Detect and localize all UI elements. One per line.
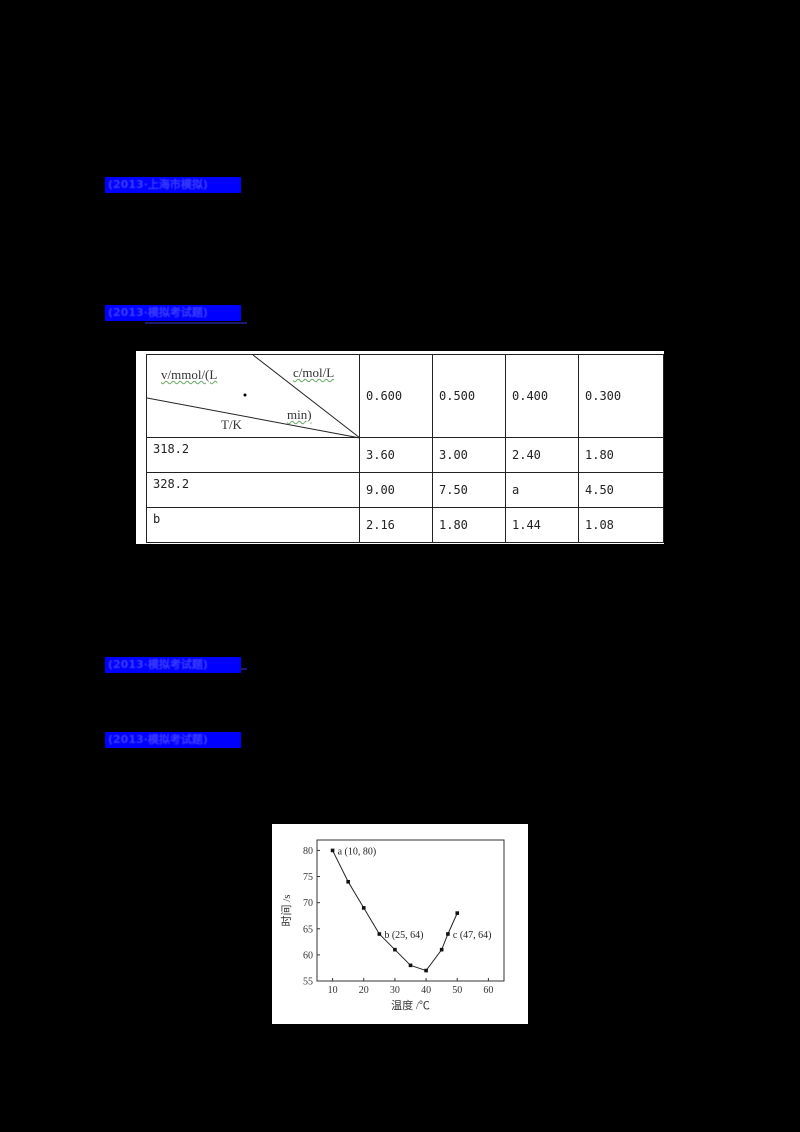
table-row: 328.2 9.00 7.50 a 4.50 [146, 472, 664, 508]
diagonal-header-cell: v/mmol/(L c/mol/L min) T/K [146, 354, 361, 439]
table-cell: 3.00 [432, 437, 506, 473]
source-tag-2[interactable]: (2013·模拟考试题) [105, 305, 241, 321]
table-cell: 7.50 [432, 472, 506, 508]
x-tick-label: 20 [359, 985, 369, 996]
point-annotation: a (10, 80) [338, 846, 377, 857]
y-tick-label: 60 [303, 950, 313, 961]
data-point [346, 879, 350, 884]
table-cell: 1.08 [578, 507, 664, 543]
source-tag-label: (2013·模拟考试题) [108, 733, 208, 746]
x-tick-label: 50 [452, 985, 462, 996]
source-tag-label: (2013·上海市模拟) [108, 178, 208, 191]
x-tick-label: 10 [328, 985, 338, 996]
data-point [408, 963, 413, 968]
table-cell: 2.40 [505, 437, 579, 473]
table-cell: 2.16 [359, 507, 433, 543]
data-point [439, 947, 444, 952]
table-cell: 4.50 [578, 472, 664, 508]
table-cell: a [505, 472, 579, 508]
table-cell: 1.80 [578, 437, 664, 473]
row-label: 318.2 [146, 437, 360, 473]
temperature-time-chart: 10 20 30 40 50 60 55 60 65 70 75 80 温度 /℃ 时间 /s a (10,… [272, 824, 528, 1024]
row-label: b [146, 507, 360, 543]
table-header-row: v/mmol/(L c/mol/L min) T/K 0.600 0.500 0… [146, 354, 664, 439]
line-chart: 10 20 30 40 50 60 55 60 65 70 75 80 温度 /℃ 时间 /s a (10,… [280, 839, 505, 1012]
plot-frame [316, 839, 505, 982]
point-annotation: b (25, 64) [384, 930, 423, 941]
underline [145, 322, 247, 324]
data-point [424, 968, 428, 973]
rate-table-container: v/mmol/(L c/mol/L min) T/K 0.600 0.500 0… [136, 351, 664, 544]
table-cell: 3.60 [359, 437, 433, 473]
x-tick-label: 60 [483, 985, 493, 996]
source-tag-label: (2013·模拟考试题) [108, 306, 208, 319]
source-tag-label: (2013·模拟考试题) [108, 658, 208, 671]
x-tick-label: 40 [421, 985, 431, 996]
table-row: 318.2 3.60 3.00 2.40 1.80 [146, 437, 664, 473]
data-point [446, 932, 450, 936]
source-tag-4[interactable]: (2013·模拟考试题) [105, 732, 241, 748]
header-conc-label: c/mol/L [293, 365, 335, 380]
header-rate-label: v/mmol/(L [161, 367, 218, 382]
x-tick-label: 30 [390, 985, 400, 996]
y-tick-label: 80 [303, 846, 313, 857]
data-point [330, 848, 335, 853]
data-point [361, 906, 366, 910]
column-header: 0.300 [578, 354, 664, 438]
table-cell: 1.44 [505, 507, 579, 543]
header-temp-label: T/K [221, 417, 242, 432]
source-tag-1[interactable]: (2013·上海市模拟) [105, 177, 241, 193]
y-tick-label: 70 [303, 898, 313, 909]
table-row: b 2.16 1.80 1.44 1.08 [146, 507, 664, 543]
data-point [377, 932, 382, 936]
data-point [393, 947, 397, 952]
underline [240, 668, 247, 670]
table-cell: 1.80 [432, 507, 506, 543]
y-tick-label: 75 [303, 872, 313, 883]
y-axis-label: 时间 /s [280, 894, 293, 926]
x-axis-label: 温度 /℃ [391, 998, 430, 1012]
source-tag-3[interactable]: (2013·模拟考试题) [105, 657, 241, 673]
rate-table: v/mmol/(L c/mol/L min) T/K 0.600 0.500 0… [146, 354, 664, 543]
data-point [455, 911, 460, 915]
column-header: 0.500 [432, 354, 506, 438]
y-tick-label: 55 [303, 977, 313, 988]
row-label: 328.2 [146, 472, 360, 508]
diagonal-lines [147, 355, 361, 439]
point-annotation: c (47, 64) [453, 930, 492, 941]
column-header: 0.600 [359, 354, 433, 438]
column-header: 0.400 [505, 354, 579, 438]
data-line [332, 850, 458, 972]
header-min-label: min) [287, 407, 312, 422]
y-tick-label: 65 [303, 924, 313, 935]
table-cell: 9.00 [359, 472, 433, 508]
